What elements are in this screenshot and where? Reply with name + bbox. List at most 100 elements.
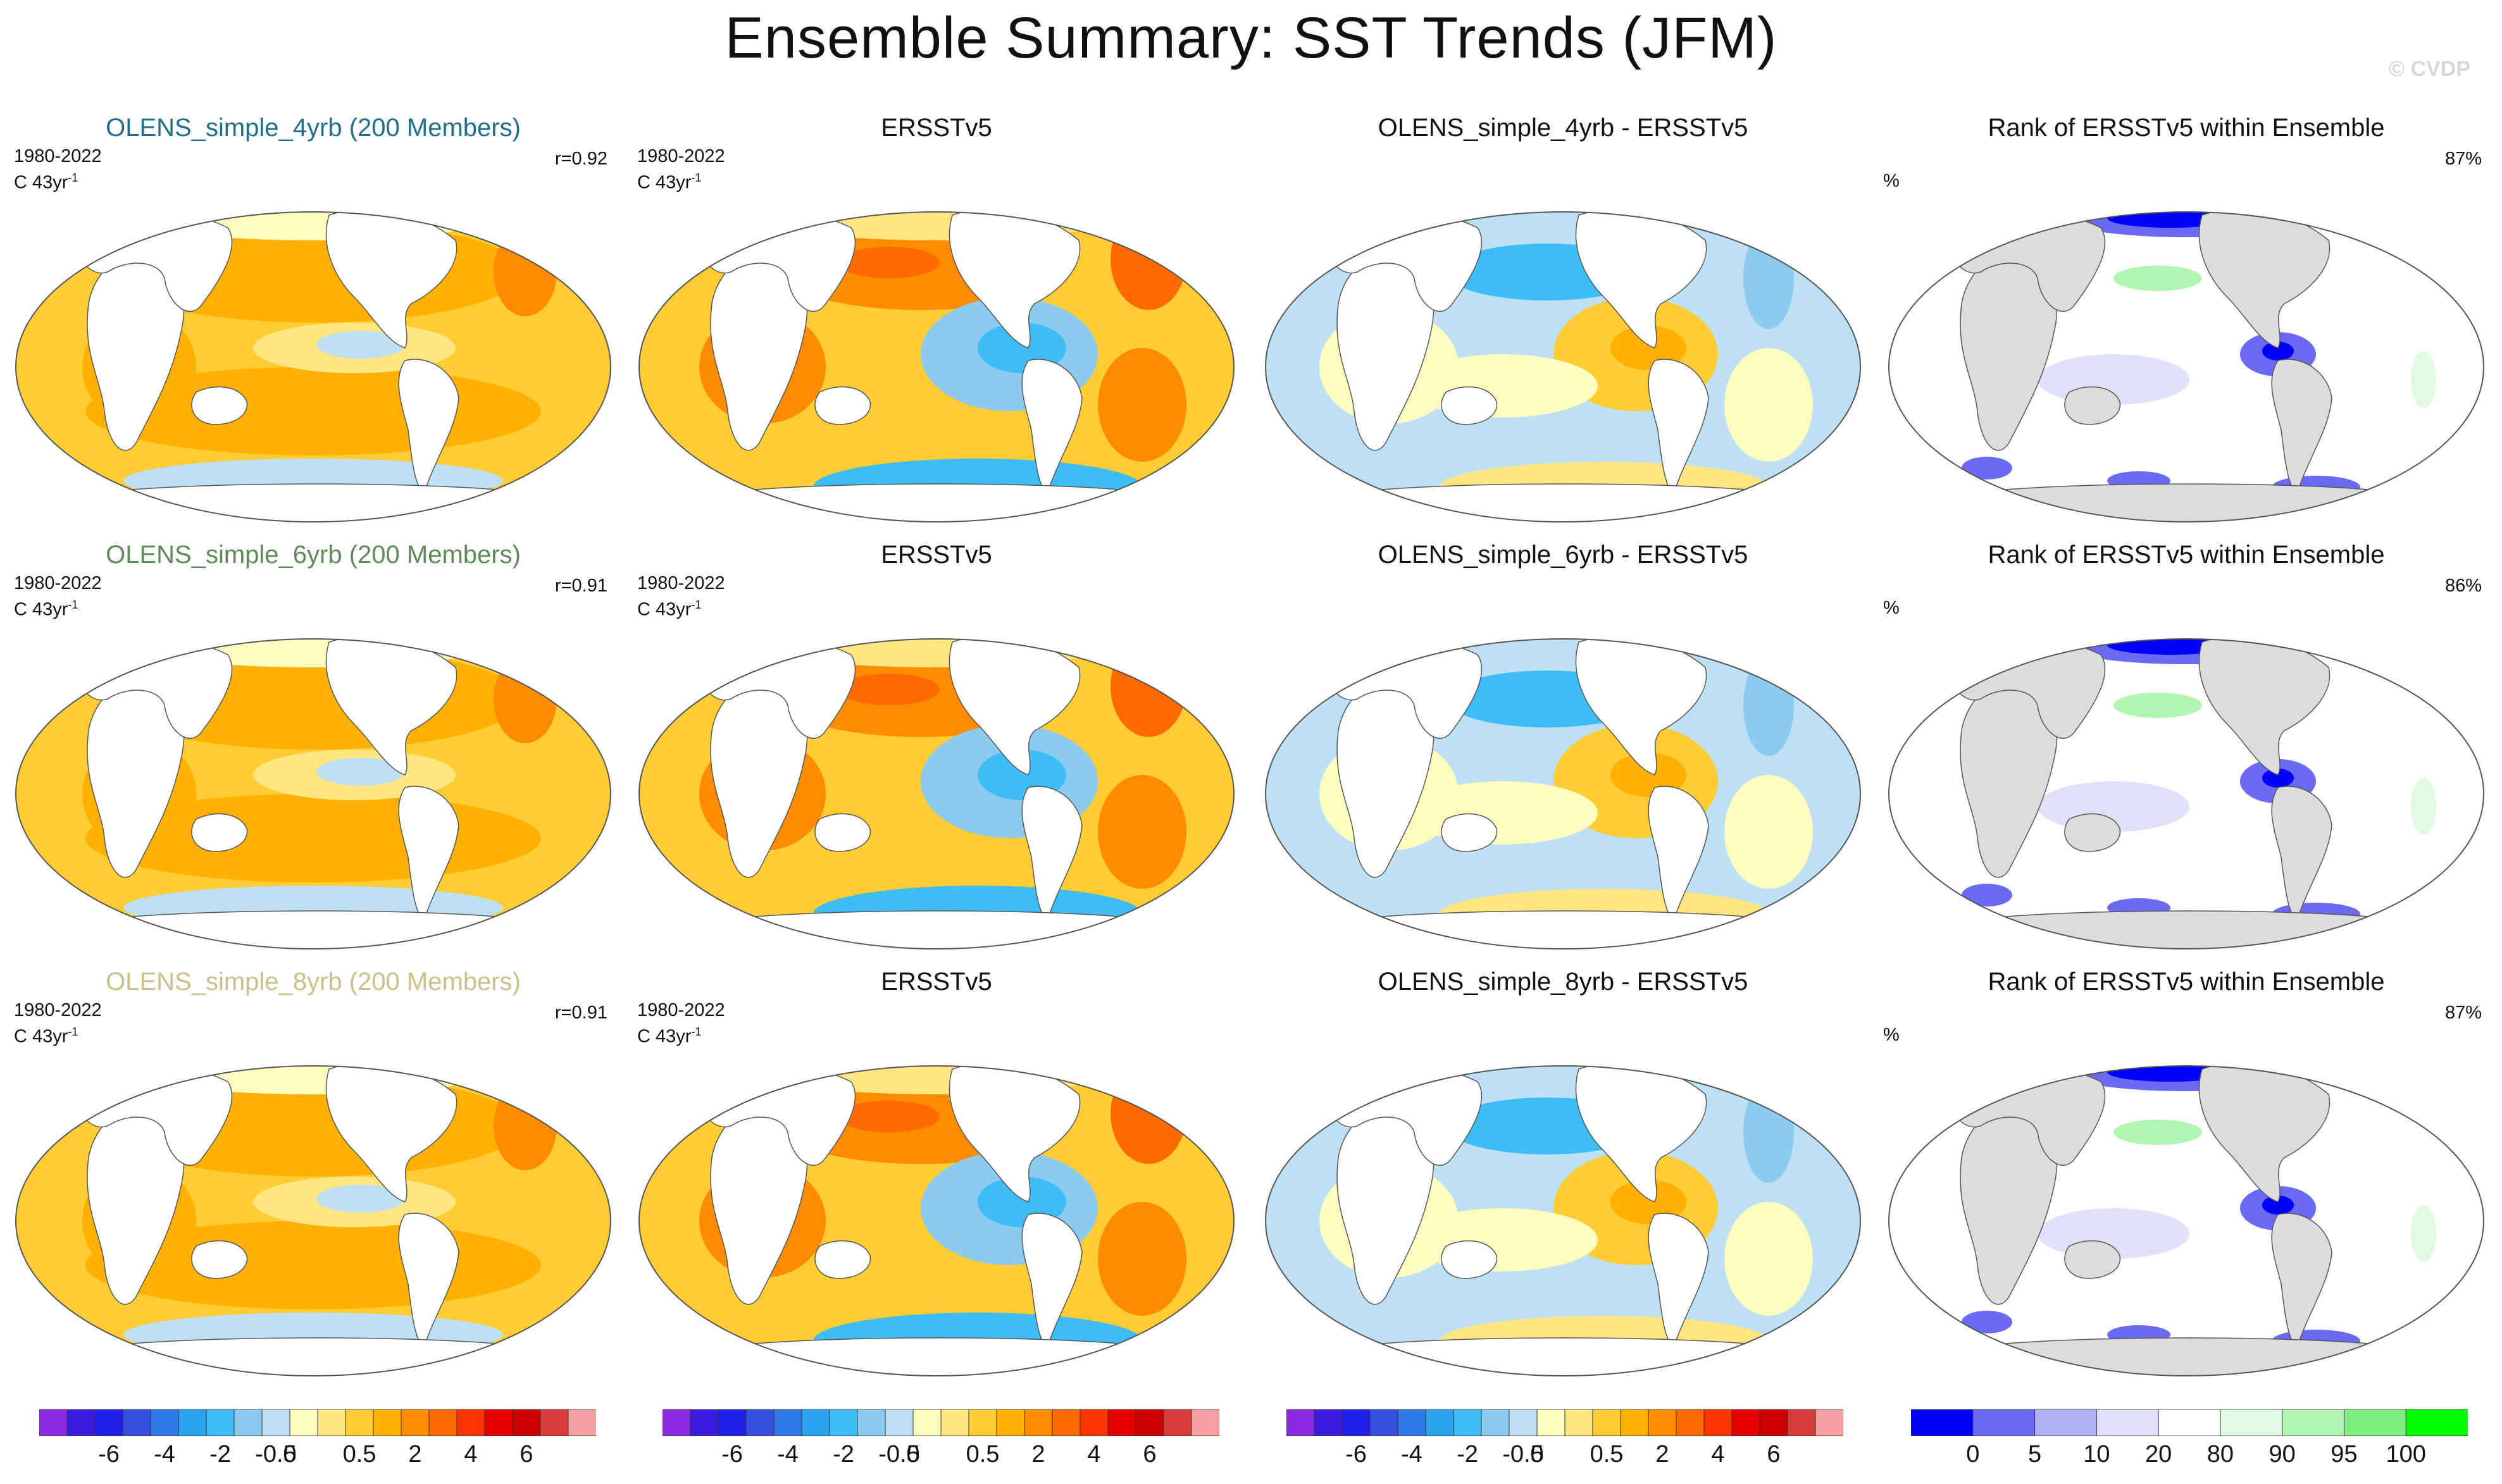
- antarctica-land: [717, 910, 1156, 949]
- colorbar-swatch: [1314, 1409, 1343, 1436]
- colorbar-trend-2: [663, 1409, 1219, 1436]
- south-atlantic-neutral: [1724, 775, 1813, 889]
- period-label: 1980-2022: [637, 1000, 725, 1020]
- colorbar-swatch: [122, 1409, 151, 1436]
- colorbar-swatch: [94, 1409, 123, 1436]
- antarctica-land: [1967, 910, 2406, 949]
- eq-pacific-cool: [316, 1185, 405, 1213]
- antarctica-land: [1967, 483, 2406, 522]
- colorbar-swatch: [1731, 1409, 1760, 1436]
- map-outline: [15, 638, 611, 949]
- southern-low-1: [1962, 884, 2012, 906]
- period-label: 1980-2022: [14, 146, 102, 166]
- panel-rank-row1: Rank of ERSSTv5 within Ensemble % 87%: [1873, 114, 2499, 538]
- southern-low-1: [1962, 457, 2012, 479]
- colorbar-swatch: [718, 1409, 747, 1436]
- colorbar-tick-label: -6: [98, 1441, 120, 1468]
- rank-value: 86%: [2444, 576, 2482, 596]
- south-atlantic-warm: [1098, 1202, 1186, 1316]
- north-atlantic-warm: [1111, 639, 1186, 737]
- colorbar-swatch: [373, 1409, 402, 1436]
- colorbar-tick-label: 80: [2206, 1441, 2234, 1468]
- colorbar-swatch: [1163, 1409, 1192, 1436]
- watermark: © CVDP: [2389, 57, 2470, 81]
- map-outline: [15, 1065, 611, 1376]
- north-pacific-high-rank: [2113, 1120, 2202, 1145]
- period-units: 1980-2022 C 43yr-1: [14, 572, 102, 621]
- colorbar-swatch: [568, 1409, 596, 1436]
- colorbar-tick-label: -2: [209, 1441, 231, 1468]
- south-atlantic-neutral: [1724, 1202, 1813, 1316]
- colorbar-swatch: [1911, 1409, 1974, 1436]
- colorbar-swatch: [1341, 1409, 1371, 1436]
- north-atlantic-warm: [1111, 212, 1186, 310]
- colorbar-tick-label: 6: [1143, 1441, 1157, 1468]
- panel-obs-row2: ERSSTv5 1980-2022 C 43yr-1: [623, 541, 1250, 965]
- colorbar-swatch: [261, 1409, 290, 1436]
- colorbar-diff-labels: -6 -4 -2 -0.5 0 0.5 2 4 6: [1286, 1441, 1843, 1473]
- kuroshio-warm: [838, 674, 940, 705]
- colorbar-tick-label: 4: [1711, 1441, 1725, 1468]
- panel-diff-row2: OLENS_simple_6yrb - ERSSTv5: [1250, 541, 1876, 965]
- kuroshio-warm: [838, 247, 940, 278]
- map-field: [1266, 639, 1860, 949]
- units-exponent: -1: [691, 171, 702, 184]
- colorbar-swatch: [1425, 1409, 1454, 1436]
- australia-land: [814, 386, 871, 425]
- colorbar-diff: [1286, 1409, 1843, 1436]
- colorbar-swatch: [1564, 1409, 1593, 1436]
- units-label: C 43yr: [637, 599, 692, 620]
- colorbar-swatch: [1787, 1409, 1816, 1436]
- panel-diff-row3: OLENS_simple_8yrb - ERSSTv5: [1250, 968, 1876, 1392]
- colorbar-tick-label: 0: [906, 1441, 920, 1468]
- colorbar-tick-label: -0.5: [1502, 1441, 1544, 1468]
- colorbar-swatch: [2096, 1409, 2160, 1436]
- colorbar-swatch: [1703, 1409, 1733, 1436]
- map-outline: [638, 1065, 1235, 1376]
- units-exponent: -1: [68, 171, 78, 184]
- atlantic-cool: [1743, 655, 1794, 756]
- colorbar-swatch: [663, 1409, 691, 1436]
- east-pacific-low-core: [2262, 342, 2294, 361]
- kuroshio-warm: [838, 1101, 940, 1132]
- map-rank-row1: [1888, 211, 2484, 522]
- panel-rank-row2: Rank of ERSSTv5 within Ensemble % 86%: [1873, 541, 2499, 965]
- colorbar-tick-label: 5: [2027, 1441, 2042, 1468]
- antarctica-land: [717, 483, 1156, 522]
- atlantic-high-rank: [2411, 1205, 2436, 1262]
- panel-model-row3: OLENS_simple_8yrb (200 Members) 1980-202…: [0, 968, 626, 1392]
- colorbar-tick-label: -6: [1345, 1441, 1367, 1468]
- panel-title: OLENS_simple_8yrb (200 Members): [106, 968, 521, 996]
- map-field: [1266, 212, 1860, 522]
- colorbar-swatch: [2343, 1409, 2407, 1436]
- north-pacific-high-rank: [2113, 693, 2202, 718]
- map-field: [16, 639, 611, 949]
- colorbar-swatch: [345, 1409, 374, 1436]
- colorbar-swatch: [745, 1409, 775, 1436]
- atlantic-cool: [1743, 228, 1794, 329]
- australia-land: [2064, 1240, 2121, 1279]
- colorbar-swatch: [1972, 1409, 2036, 1436]
- eq-pacific-cool: [316, 758, 405, 786]
- australia-land: [191, 813, 248, 852]
- period-units: 1980-2022 C 43yr-1: [637, 572, 725, 621]
- colorbar-rank: [1911, 1409, 2468, 1436]
- colorbar-tick-label: 2: [1031, 1441, 1045, 1468]
- colorbar-swatch: [2405, 1409, 2468, 1436]
- colorbar-swatch: [1620, 1409, 1649, 1436]
- units-exponent: -1: [68, 1025, 78, 1038]
- map-model-row1: [15, 211, 611, 522]
- colorbar-swatch: [1397, 1409, 1426, 1436]
- colorbar-swatch: [2034, 1409, 2098, 1436]
- map-field: [1889, 639, 2484, 949]
- antarctica-land: [94, 1337, 533, 1376]
- panel-obs-row1: ERSSTv5 1980-2022 C 43yr-1: [623, 114, 1250, 538]
- colorbar-swatch: [1286, 1409, 1315, 1436]
- panel-title: Rank of ERSSTv5 within Ensemble: [1988, 114, 2385, 142]
- east-pacific-low-core: [2262, 769, 2294, 788]
- australia-land: [1441, 813, 1498, 852]
- rank-value: 87%: [2444, 149, 2482, 169]
- map-field: [16, 212, 611, 522]
- period-label: 1980-2022: [14, 573, 102, 593]
- antarctica-land: [1343, 483, 1783, 522]
